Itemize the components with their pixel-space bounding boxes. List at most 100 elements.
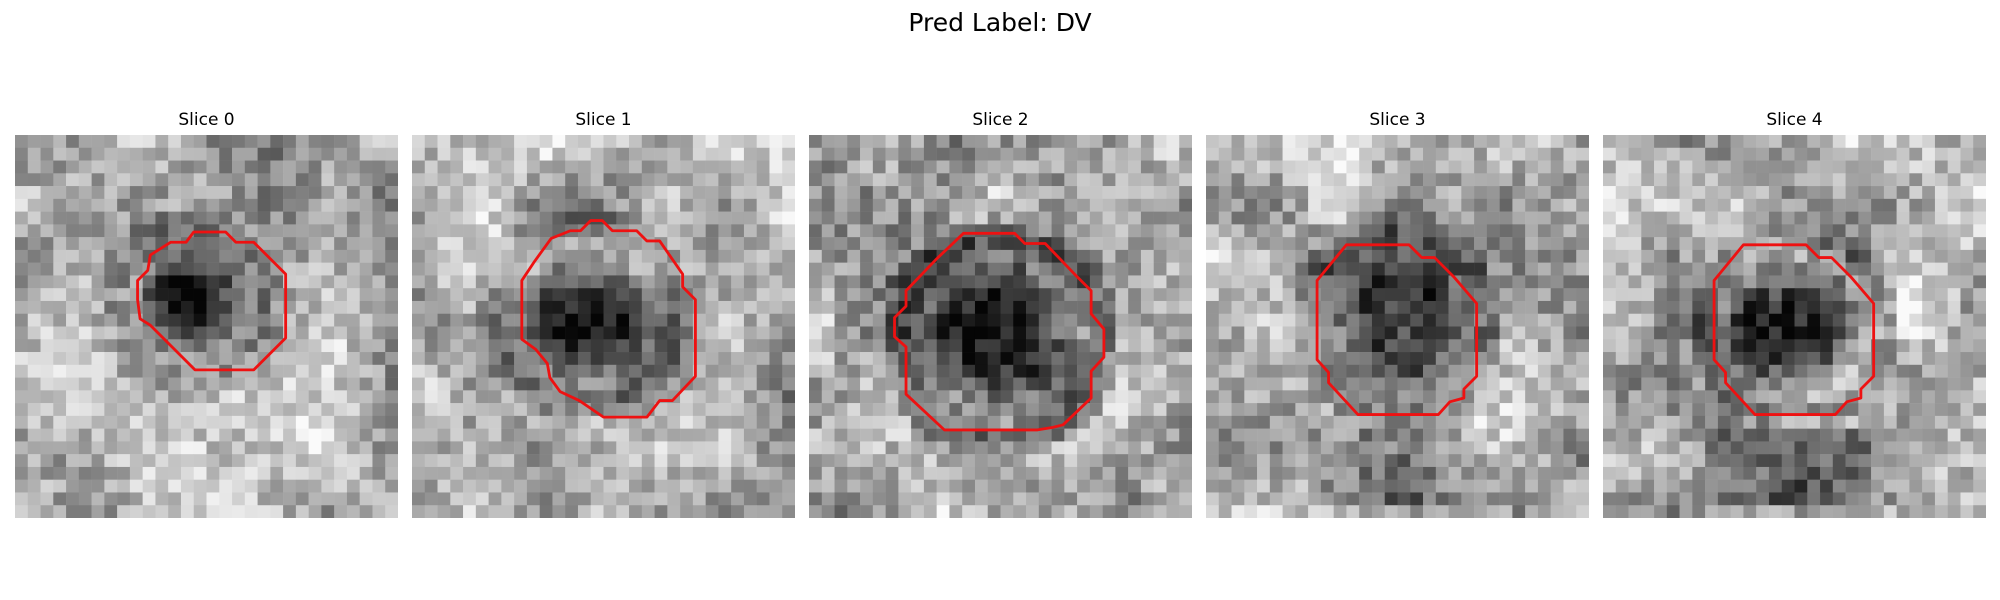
pixel xyxy=(412,224,426,238)
pixel xyxy=(974,198,988,212)
pixel xyxy=(1140,505,1154,518)
pixel xyxy=(1730,288,1744,302)
slice-image-2 xyxy=(809,135,1192,518)
pixel xyxy=(987,249,1001,263)
pixel xyxy=(756,403,770,417)
pixel xyxy=(680,466,694,480)
pixel xyxy=(334,135,348,149)
pixel xyxy=(1102,364,1116,378)
pixel xyxy=(78,313,92,327)
pixel xyxy=(1179,147,1192,161)
pixel xyxy=(987,390,1001,404)
pixel xyxy=(193,326,207,340)
pixel xyxy=(1013,505,1027,518)
pixel xyxy=(667,249,681,263)
pixel xyxy=(346,505,360,518)
pixel xyxy=(372,313,386,327)
pixel xyxy=(295,441,309,455)
pixel xyxy=(641,377,655,391)
pixel xyxy=(1000,454,1014,468)
pixel xyxy=(219,275,233,289)
pixel xyxy=(1537,313,1551,327)
pixel xyxy=(1102,454,1116,468)
pixel xyxy=(1603,237,1617,251)
pixel xyxy=(1743,479,1757,493)
pixel xyxy=(1973,160,1986,174)
pixel xyxy=(53,415,67,429)
pixel xyxy=(1257,352,1271,366)
pixel xyxy=(1320,466,1334,480)
pixel xyxy=(1781,326,1795,340)
pixel xyxy=(1089,505,1103,518)
pixel xyxy=(1550,492,1564,506)
pixel xyxy=(1858,198,1872,212)
pixel xyxy=(283,492,297,506)
pixel xyxy=(731,160,745,174)
pixel xyxy=(898,135,912,149)
pixel xyxy=(1960,147,1974,161)
pixel xyxy=(718,326,732,340)
pixel xyxy=(142,135,156,149)
pixel xyxy=(526,326,540,340)
pixel xyxy=(206,326,220,340)
pixel xyxy=(1026,492,1040,506)
pixel xyxy=(1499,403,1513,417)
pixel xyxy=(860,339,874,353)
pixel xyxy=(1218,479,1232,493)
pixel xyxy=(603,211,617,225)
pixel xyxy=(334,275,348,289)
pixel xyxy=(1000,428,1014,442)
pixel xyxy=(949,160,963,174)
pixel xyxy=(1435,313,1449,327)
pixel xyxy=(743,147,757,161)
pixel xyxy=(936,364,950,378)
pixel xyxy=(488,492,502,506)
pixel xyxy=(27,249,41,263)
pixel xyxy=(834,262,848,276)
pixel xyxy=(1960,300,1974,314)
pixel xyxy=(1922,262,1936,276)
pixel xyxy=(1089,441,1103,455)
pixel xyxy=(552,186,566,200)
pixel xyxy=(1794,288,1808,302)
pixel xyxy=(1909,352,1923,366)
pixel xyxy=(40,288,54,302)
pixel xyxy=(565,364,579,378)
pixel xyxy=(104,237,118,251)
pixel xyxy=(885,415,899,429)
pixel xyxy=(1499,466,1513,480)
pixel xyxy=(1474,198,1488,212)
pixel xyxy=(1038,326,1052,340)
pixel xyxy=(1218,352,1232,366)
pixel xyxy=(295,198,309,212)
pixel xyxy=(1499,198,1513,212)
pixel xyxy=(475,364,489,378)
pixel xyxy=(1257,403,1271,417)
pixel xyxy=(1410,186,1424,200)
pixel xyxy=(1641,249,1655,263)
pixel xyxy=(987,326,1001,340)
pixel xyxy=(821,313,835,327)
pixel xyxy=(1384,364,1398,378)
pixel xyxy=(974,479,988,493)
pixel xyxy=(1397,403,1411,417)
pixel xyxy=(1064,390,1078,404)
pixel xyxy=(1947,492,1961,506)
pixel xyxy=(78,390,92,404)
pixel xyxy=(1140,390,1154,404)
pixel xyxy=(949,492,963,506)
pixel xyxy=(1269,275,1283,289)
pixel xyxy=(501,275,515,289)
pixel xyxy=(15,288,29,302)
pixel xyxy=(78,415,92,429)
pixel xyxy=(1499,237,1513,251)
pixel xyxy=(731,173,745,187)
pixel xyxy=(1026,135,1040,149)
pixel xyxy=(809,403,823,417)
pixel xyxy=(1871,249,1885,263)
pixel xyxy=(885,147,899,161)
pixel xyxy=(629,211,643,225)
pixel xyxy=(1320,492,1334,506)
pixel xyxy=(1231,237,1245,251)
pixel xyxy=(1705,505,1719,518)
